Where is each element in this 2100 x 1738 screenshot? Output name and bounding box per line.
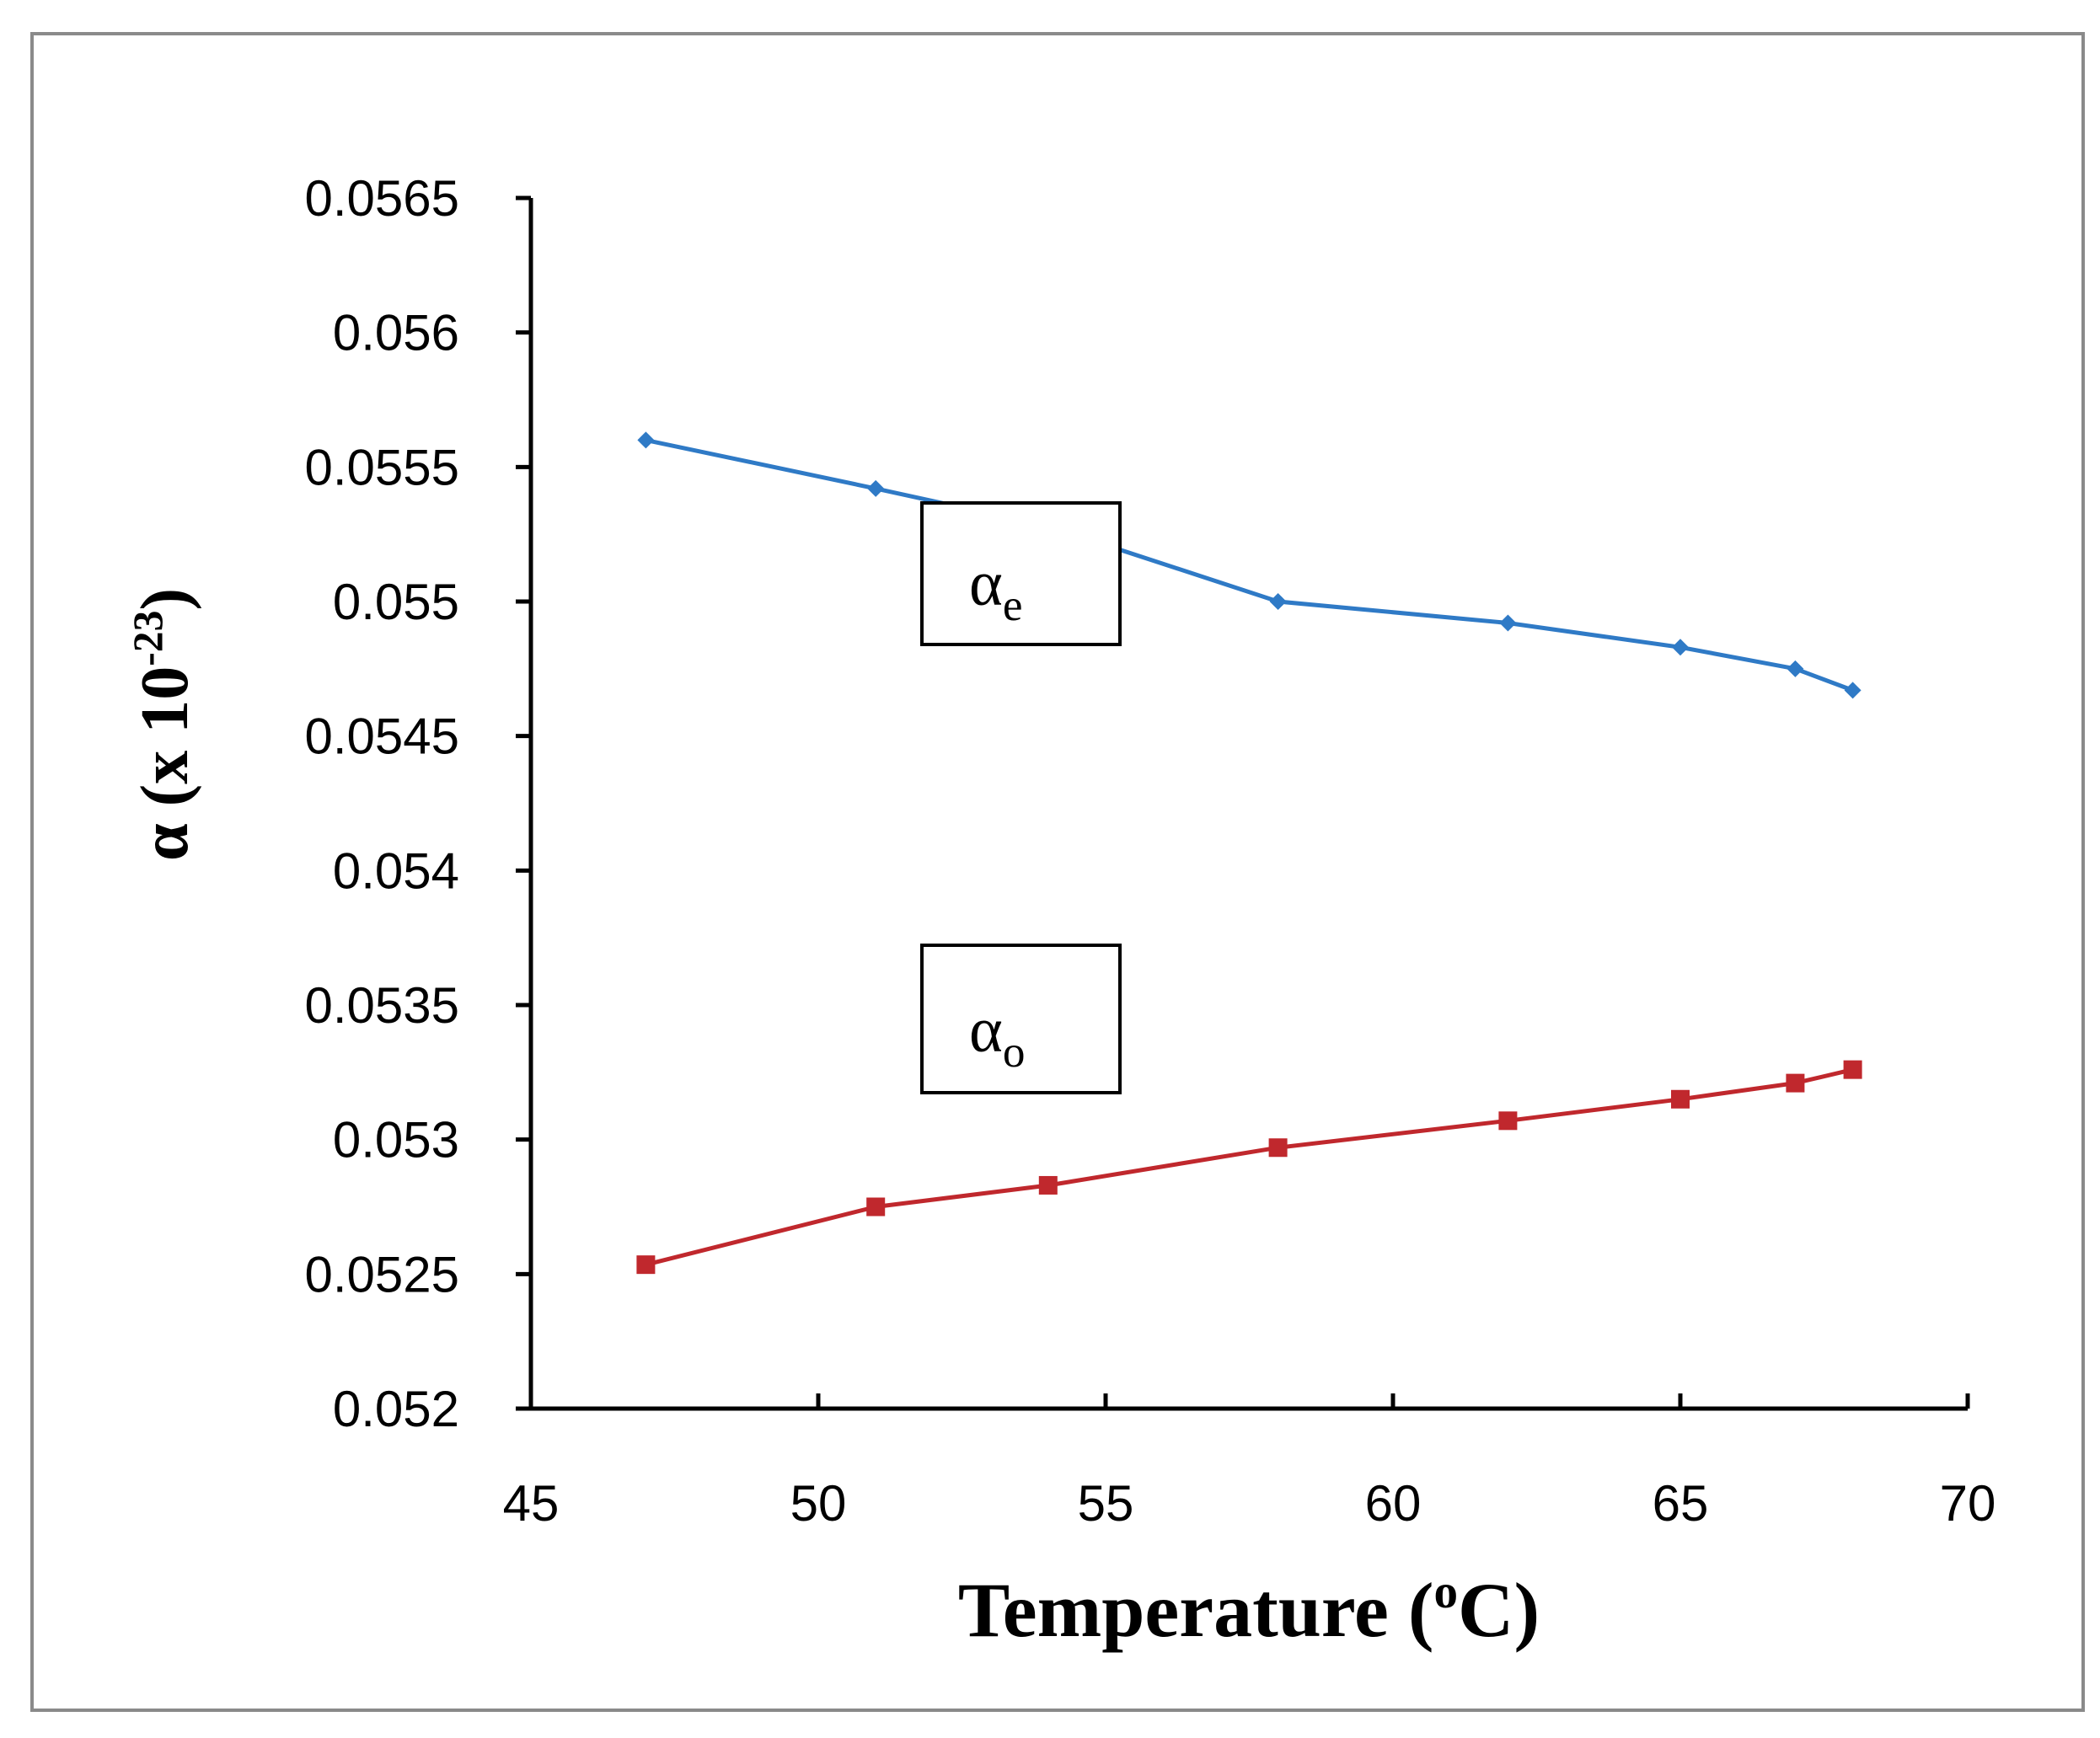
x-axis-title: Temperature (oC): [958, 1565, 1540, 1653]
y-tick-label: 0.0545: [304, 709, 459, 765]
data-point-alpha-e: [1844, 682, 1862, 699]
data-point-alpha-o: [1671, 1089, 1690, 1109]
data-point-alpha-e: [1269, 593, 1287, 610]
figure-border: [30, 32, 2085, 1712]
y-axis-title: α (x 10-23): [125, 588, 202, 861]
data-point-alpha-o: [1498, 1111, 1518, 1131]
y-tick-label: 0.0535: [304, 977, 459, 1034]
y-tick-label: 0.0525: [304, 1246, 459, 1302]
y-tick-label: 0.054: [333, 842, 459, 899]
legend-label-alpha-o: αo: [969, 995, 1025, 1077]
x-tick-label: 70: [1940, 1475, 1996, 1532]
data-point-alpha-e: [1499, 614, 1517, 632]
series-line-alpha-e: [645, 437, 1854, 693]
y-tick-label: 0.052: [333, 1381, 459, 1437]
y-tick-label: 0.053: [333, 1112, 459, 1168]
y-ticks: 0.052 0.0525 0.053 0.0535 0.054 0.0545 0.055 0.…: [304, 170, 531, 1437]
x-tick-label: 60: [1365, 1475, 1422, 1532]
data-point-alpha-o: [1843, 1060, 1862, 1079]
data-point-alpha-o: [1786, 1073, 1805, 1093]
y-tick-label: 0.0565: [304, 170, 459, 227]
y-tick-label: 0.056: [333, 305, 459, 361]
x-tick-label: 50: [790, 1475, 847, 1532]
x-ticks: 45 50 55 60 65 70: [503, 1393, 1996, 1532]
data-point-alpha-e: [1787, 660, 1804, 677]
data-point-alpha-e: [867, 479, 885, 497]
data-point-alpha-e: [1672, 639, 1689, 656]
series-layer: [636, 431, 1862, 1275]
x-tick-label: 45: [503, 1475, 560, 1532]
legend-box-alpha-e: [920, 501, 1122, 646]
data-point-alpha-o: [636, 1255, 656, 1275]
series-line-alpha-o: [645, 1067, 1854, 1267]
data-point-alpha-o: [1268, 1138, 1288, 1158]
y-tick-label: 0.0555: [304, 439, 459, 495]
legend-label-alpha-e: αe: [969, 548, 1022, 630]
y-tick-label: 0.055: [333, 574, 459, 630]
x-tick-label: 55: [1078, 1475, 1134, 1532]
data-point-alpha-o: [866, 1197, 886, 1217]
data-point-alpha-o: [1038, 1175, 1058, 1195]
data-point-alpha-e: [637, 431, 655, 449]
x-tick-label: 65: [1653, 1475, 1709, 1532]
legend-box-alpha-o: [920, 944, 1122, 1094]
